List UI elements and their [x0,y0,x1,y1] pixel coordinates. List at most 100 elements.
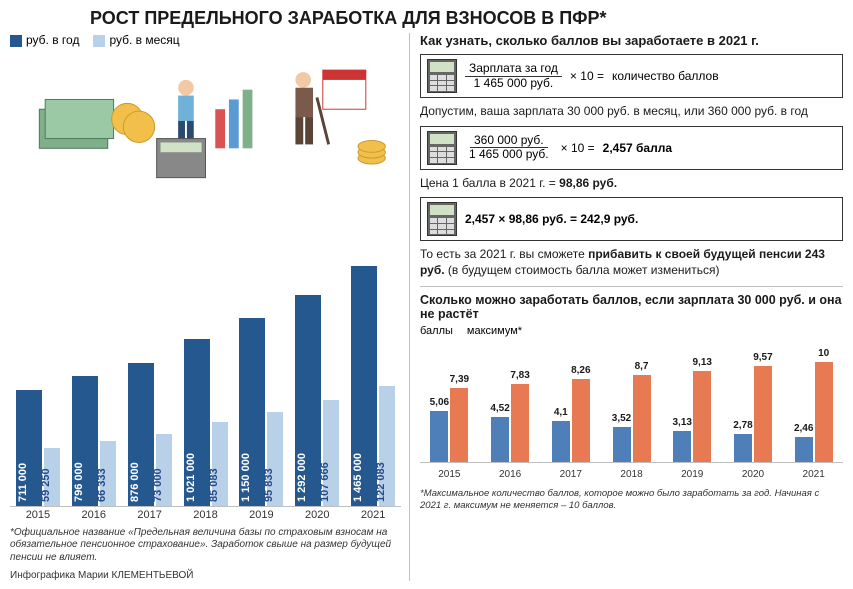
calculator-icon [427,59,457,93]
chart1-value-year: 711 000 [17,462,29,501]
chart1-bar-month: 95 833 [267,412,283,506]
infographic-credit: Инфографика Марии КЛЕМЕНТЬЕВОЙ [10,570,401,581]
chart2-bar-max: 8,7 [633,375,651,462]
chart1-xlabel: 2016 [70,509,118,521]
formula2-result: 2,457 балла [603,141,672,155]
chart2-value-max: 9,57 [753,352,772,363]
chart1-bar-month: 66 333 [100,441,116,506]
chart2-value-points: 3,52 [612,413,631,424]
legend-swatch-month [93,35,105,47]
legend2-label-points: баллы [420,325,453,337]
chart1-value-year: 796 000 [73,462,85,502]
chart2-bar-points: 4,1 [552,421,570,462]
chart1-group: 876 000 73 000 [126,363,174,506]
chart2-xlabel: 2015 [422,469,477,480]
chart1-value-year: 1 465 000 [352,453,364,502]
chart1-legend: руб. в год руб. в месяц [10,33,401,47]
chart2-xlabel: 2020 [726,469,781,480]
chart2-bar-max: 7,39 [450,388,468,462]
chart1-value-month: 73 000 [152,468,164,502]
chart2-group: 2,789,57 [726,366,781,462]
chart2-group: 2,4610 [786,362,841,462]
chart1-bar-year: 711 000 [16,390,42,506]
chart2-bars: 5,067,394,527,834,18,263,528,73,139,132,… [420,343,843,463]
chart1-bar-year: 1 150 000 [239,318,265,506]
chart2-bar-max: 8,26 [572,379,590,462]
chart2-value-points: 3,13 [673,417,692,428]
formula3-text: 2,457 × 98,86 руб. = 242,9 руб. [465,212,638,226]
chart1-bar-month: 107 666 [323,400,339,506]
chart2-value-max: 8,7 [635,361,649,372]
formula1-numerator: Зарплата за год [465,62,562,76]
chart2-bar-max: 7,83 [511,384,529,462]
chart2-value-max: 8,26 [571,365,590,376]
formula1-mult: × 10 = [570,69,604,83]
formula1-denominator: 1 465 000 руб. [470,77,558,90]
chart2-value-points: 2,78 [733,420,752,431]
chart1-xlabel: 2015 [14,509,62,521]
chart2-bar-points: 3,52 [613,427,631,462]
formula2-mult: × 10 = [561,141,595,155]
formula-general: Зарплата за год 1 465 000 руб. × 10 = ко… [420,54,843,98]
calculator-icon [427,202,457,236]
chart2-group: 4,18,26 [543,379,598,462]
chart1-value-year: 1 021 000 [185,453,197,502]
formula2-numerator: 360 000 руб. [470,134,548,148]
chart1-group: 1 465 000 122 083 [349,266,397,506]
chart1-value-month: 95 833 [263,468,275,502]
chart1-value-month: 59 250 [40,468,52,502]
chart2-value-points: 4,52 [490,403,509,414]
chart2-bar-points: 4,52 [491,417,509,462]
chart1-group: 711 000 59 250 [14,390,62,506]
price-line: Цена 1 балла в 2021 г. = 98,86 руб. [420,176,843,192]
conclusion-a: То есть за 2021 г. вы сможете [420,247,588,261]
chart2-xlabel: 2019 [665,469,720,480]
chart1-xlabel: 2019 [237,509,285,521]
chart1-bar-year: 876 000 [128,363,154,506]
chart2-legend: баллы максимум* [420,325,843,337]
chart2-group: 4,527,83 [483,384,538,462]
chart2-value-max: 9,13 [693,357,712,368]
price-value: 98,86 руб. [559,176,617,190]
chart1-bar-month: 85 083 [212,422,228,506]
legend-label-year: руб. в год [26,33,79,47]
formula-final: 2,457 × 98,86 руб. = 242,9 руб. [420,197,843,241]
chart2-footnote: *Максимальное количество баллов, которое… [420,488,843,512]
price-label: Цена 1 балла в 2021 г. = [420,176,559,190]
chart1-bar-month: 59 250 [44,448,60,506]
chart1-xlabel: 2020 [293,509,341,521]
illustration [10,49,401,189]
calculator-icon [427,131,457,165]
chart1-value-year: 876 000 [129,462,141,502]
chart1-group: 1 021 000 85 083 [182,339,230,506]
chart1-bar-year: 1 292 000 [295,295,321,506]
chart2-value-points: 4,1 [554,407,568,418]
chart2-xlabel: 2018 [604,469,659,480]
chart2-xlabel: 2016 [483,469,538,480]
chart2-xlabel: 2017 [543,469,598,480]
formula-example: 360 000 руб. 1 465 000 руб. × 10 = 2,457… [420,126,843,170]
chart1-value-year: 1 292 000 [296,453,308,502]
chart1-bar-year: 796 000 [72,376,98,506]
chart2-bar-points: 2,78 [734,434,752,462]
section-divider [420,286,843,287]
chart1-value-month: 107 666 [319,462,331,502]
chart1-xlabel: 2021 [349,509,397,521]
right-panel: Как узнать, сколько баллов вы заработает… [420,33,843,581]
chart2-value-points: 5,06 [430,397,449,408]
chart1-xlabel: 2017 [126,509,174,521]
chart1-value-year: 1 150 000 [240,453,252,502]
chart2-bar-points: 3,13 [673,431,691,462]
chart2-xaxis: 2015201620172018201920202021 [420,467,843,480]
chart2-bar-max: 9,13 [693,371,711,462]
section-head-points: Сколько можно заработать баллов, если за… [420,293,843,321]
assumption-text: Допустим, ваша зарплата 30 000 руб. в ме… [420,104,843,120]
chart2-group: 3,139,13 [665,371,720,462]
section-head-howto: Как узнать, сколько баллов вы заработает… [420,33,843,48]
chart2-bar-points: 5,06 [430,411,448,462]
conclusion-text: То есть за 2021 г. вы сможете прибавить … [420,247,843,278]
chart1-group: 1 150 000 95 833 [237,318,285,506]
chart1-bar-year: 1 465 000 [351,266,377,506]
legend-label-month: руб. в месяц [109,33,179,47]
chart1-value-month: 122 083 [375,462,387,502]
